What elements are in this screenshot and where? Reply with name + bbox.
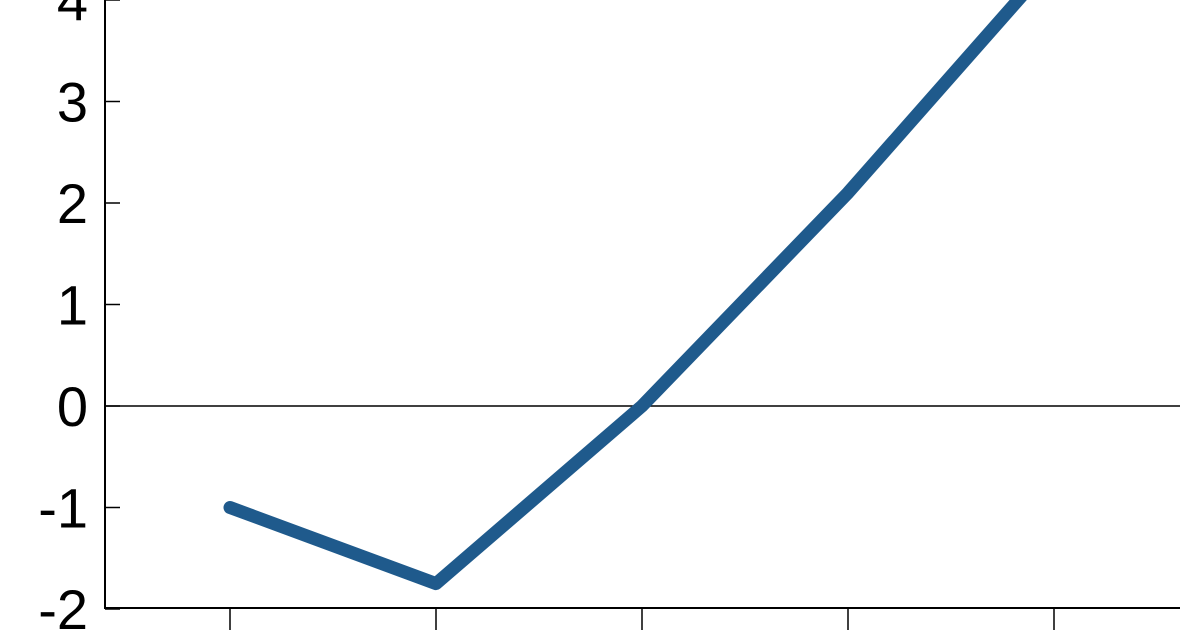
y-tick-label: -2: [38, 578, 88, 630]
y-tick-label: -1: [38, 477, 88, 540]
y-tick-label: 3: [57, 71, 88, 134]
series-line: [223, 0, 1027, 591]
y-tick-label: 4: [57, 0, 88, 32]
y-tick-label: 2: [57, 172, 88, 235]
y-tick-label: 1: [57, 274, 88, 337]
y-tick-label: 0: [57, 375, 88, 438]
